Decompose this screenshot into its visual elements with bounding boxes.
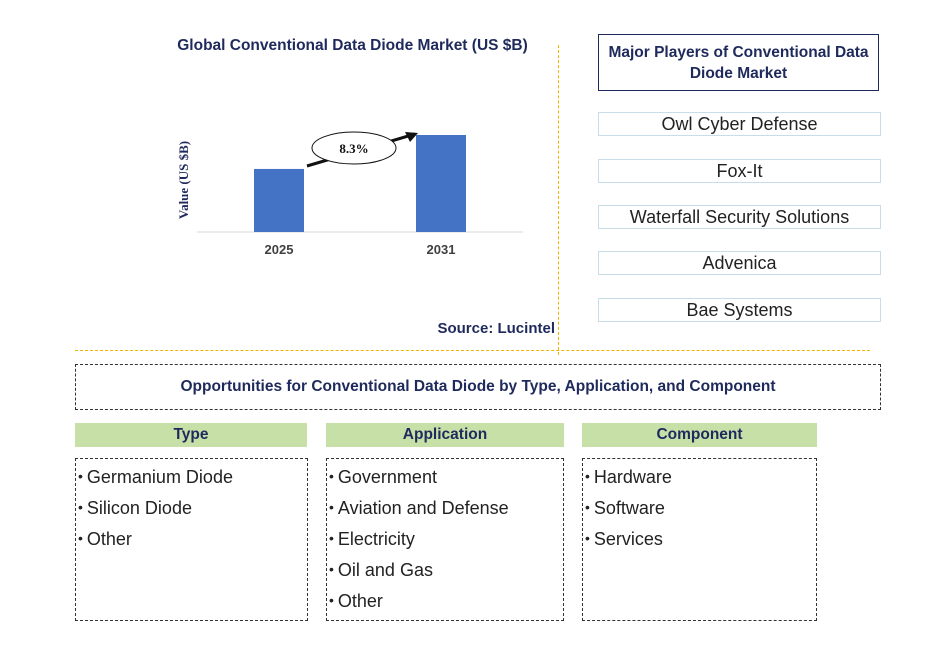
category-list-type: • Germanium Diode • Silicon Diode • Other [75, 458, 308, 621]
x-tick-label: 2031 [427, 242, 456, 257]
category-list-component: • Hardware • Software • Services [582, 458, 817, 621]
list-item: • Silicon Diode [78, 498, 192, 518]
source-note: Source: Lucintel [437, 320, 555, 337]
horizontal-divider [75, 350, 870, 351]
bar-2031 [416, 135, 466, 232]
list-item: • Other [78, 529, 132, 549]
y-axis-label: Value (US $B) [176, 141, 191, 219]
category-list-application: • Government • Aviation and Defense • Elect… [326, 458, 564, 621]
list-item: • Electricity [329, 529, 415, 549]
list-item: • Services [585, 529, 663, 549]
player-item: Fox-It [598, 159, 881, 183]
bar-chart: Value (US $B) 2025 2031 8.3% [176, 131, 523, 257]
opportunities-title: Opportunities for Conventional Data Diod… [75, 364, 881, 410]
player-item: Bae Systems [598, 298, 881, 322]
player-item: Owl Cyber Defense [598, 112, 881, 136]
list-item: • Hardware [585, 467, 672, 487]
cagr-bubble [311, 131, 397, 165]
vertical-divider [558, 45, 559, 355]
player-item: Waterfall Security Solutions [598, 205, 881, 229]
bar-2025 [254, 168, 304, 232]
category-header-component: Component [582, 423, 817, 447]
list-item: • Germanium Diode [78, 467, 233, 487]
list-item: • Software [585, 498, 665, 518]
players-title: Major Players of Conventional Data Diode… [598, 34, 879, 91]
category-header-type: Type [75, 423, 307, 447]
player-item: Advenica [598, 251, 881, 275]
category-header-application: Application [326, 423, 564, 447]
chart-title: Global Conventional Data Diode Market (U… [177, 37, 528, 54]
list-item: • Aviation and Defense [329, 498, 509, 518]
list-item: • Government [329, 467, 437, 487]
x-tick-label: 2025 [265, 242, 294, 257]
cagr-arrow-head [405, 132, 418, 142]
list-item: • Other [329, 591, 383, 611]
cagr-label: 8.3% [339, 141, 368, 156]
list-item: • Oil and Gas [329, 560, 433, 580]
